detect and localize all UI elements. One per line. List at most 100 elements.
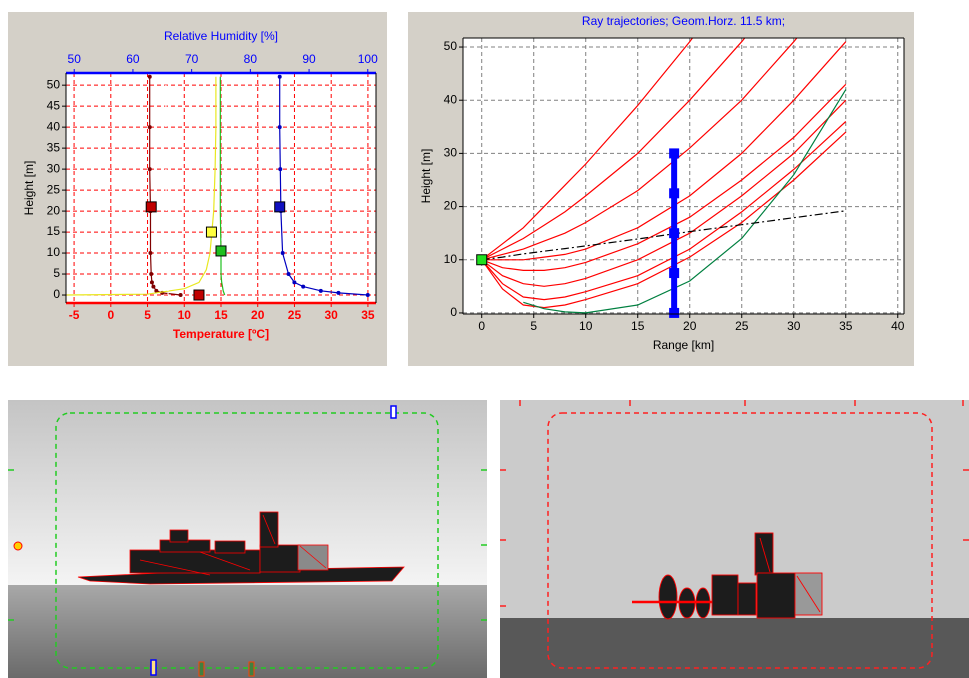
x-tick-label: 35 <box>361 308 375 322</box>
x-tick-label: 5 <box>144 308 151 322</box>
series-line <box>481 121 847 301</box>
series-line <box>481 210 846 261</box>
y-tick-label: 15 <box>47 224 61 238</box>
marker <box>274 201 286 213</box>
x2-tick-label: 100 <box>358 52 378 66</box>
y-tick-label: 25 <box>47 182 61 196</box>
data-point <box>147 167 152 172</box>
x-tick-label: 40 <box>891 319 905 333</box>
x-axis-label: Range [km] <box>653 338 714 352</box>
chart: -5 0 5 10 15 20 25 30 35 50 60 70 80 90 100 0 5 10 15 20 25 3… <box>8 12 387 366</box>
x-tick-label: -5 <box>69 308 80 322</box>
x2-tick-label: 80 <box>244 52 258 66</box>
sea <box>8 585 487 678</box>
data-point <box>149 272 154 277</box>
y-tick-label: 5 <box>53 266 60 280</box>
data-point <box>318 288 323 293</box>
marker <box>248 661 255 677</box>
right-view <box>500 400 969 678</box>
data-point <box>277 74 282 79</box>
target-marker <box>669 268 680 279</box>
x2-tick-label: 60 <box>126 52 140 66</box>
x2-tick-label: 70 <box>185 52 199 66</box>
series-line <box>66 76 217 296</box>
target-marker <box>669 228 680 239</box>
y-tick-label: 0 <box>53 287 60 301</box>
y-tick-label: 40 <box>47 119 61 133</box>
series-group <box>66 74 370 298</box>
marker <box>390 405 397 419</box>
y-tick-label: 50 <box>444 39 458 53</box>
x2-axis-label: Relative Humidity [%] <box>164 29 278 43</box>
x-tick-label: 10 <box>579 319 593 333</box>
target-marker <box>669 307 680 318</box>
x-tick-label: 25 <box>288 308 302 322</box>
data-point <box>151 284 156 289</box>
x-tick-label: 20 <box>683 319 697 333</box>
target-marker <box>669 188 680 199</box>
y-tick-label: 30 <box>47 161 61 175</box>
plot-area <box>463 38 904 314</box>
chart: 0 5 10 15 20 25 30 35 40 0 10 20 30 40 50 Ray trajector… <box>408 12 914 366</box>
data-point <box>147 125 152 130</box>
data-point <box>301 284 306 289</box>
series-group <box>481 38 847 314</box>
series-line <box>481 99 847 287</box>
y-tick-label: 0 <box>450 305 457 319</box>
y-tick-label: 20 <box>444 199 458 213</box>
x-axis-label: Temperature [ºC] <box>173 327 269 341</box>
data-point <box>148 251 153 256</box>
left-view <box>8 400 487 678</box>
sea <box>500 618 969 678</box>
y-tick-label: 10 <box>444 252 458 266</box>
marker <box>215 245 227 257</box>
y-tick-label: 40 <box>444 92 458 106</box>
marker <box>145 201 157 213</box>
x-tick-label: 10 <box>178 308 192 322</box>
marker <box>476 254 488 266</box>
x-tick-label: 15 <box>214 308 228 322</box>
x-tick-label: 30 <box>325 308 339 322</box>
series-line <box>481 38 746 261</box>
y-tick-label: 10 <box>47 245 61 259</box>
data-point <box>292 280 297 285</box>
marker <box>193 289 205 301</box>
tracking-frame <box>547 412 933 669</box>
y-tick-label: 50 <box>47 77 61 91</box>
x-tick-label: 20 <box>251 308 265 322</box>
ship <box>632 532 823 620</box>
data-point <box>336 290 341 295</box>
data-point <box>365 293 370 298</box>
x-tick-label: 35 <box>839 319 853 333</box>
series-line <box>481 38 694 261</box>
series-line <box>523 89 847 314</box>
data-point <box>178 293 183 298</box>
y-tick-label: 45 <box>47 98 61 112</box>
x2-tick-label: 90 <box>302 52 316 66</box>
data-point <box>280 251 285 256</box>
chart-title: Ray trajectories; Geom.Horz. 11.5 km; <box>582 14 785 28</box>
marker <box>13 541 23 551</box>
x-tick-label: 5 <box>530 319 537 333</box>
x2-tick-label: 50 <box>68 52 82 66</box>
y-axis-label: Height [m] <box>22 161 36 216</box>
x-tick-label: 0 <box>478 319 485 333</box>
y-tick-label: 35 <box>47 140 61 154</box>
series-line <box>481 131 847 309</box>
series-line <box>481 83 847 271</box>
edge-ticks <box>500 400 969 607</box>
edge-ticks <box>8 469 487 621</box>
tracking-frame <box>55 412 439 669</box>
ship <box>77 511 405 585</box>
data-point <box>277 125 282 130</box>
series-line <box>165 76 169 296</box>
data-point <box>154 288 159 293</box>
series-line <box>219 76 226 296</box>
data-point <box>149 280 154 285</box>
x-tick-label: 15 <box>631 319 645 333</box>
target-marker <box>669 148 680 159</box>
x-tick-label: 30 <box>787 319 801 333</box>
y-tick-label: 20 <box>47 203 61 217</box>
marker <box>205 226 217 238</box>
